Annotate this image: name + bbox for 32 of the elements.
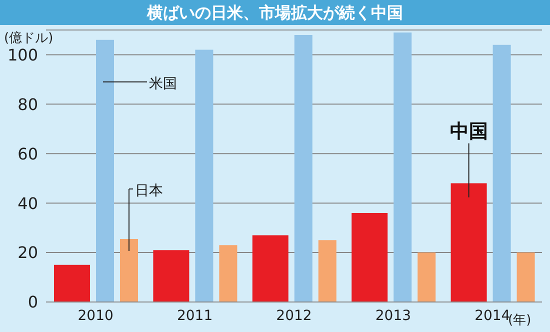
bar bbox=[352, 212, 388, 302]
y-tick-label: 100 bbox=[7, 45, 38, 64]
series-label: 米国 bbox=[149, 76, 177, 92]
chart-title: 横ばいの日米、市場拡大が続く中国 bbox=[0, 0, 550, 25]
text: 日本 bbox=[135, 182, 163, 199]
x-axis-title: (年) bbox=[508, 313, 532, 329]
bar bbox=[318, 240, 336, 302]
text: 中国 bbox=[450, 120, 488, 142]
bar bbox=[219, 245, 238, 302]
x-tick-label: 2012 bbox=[276, 308, 312, 324]
bar bbox=[153, 250, 190, 302]
bar bbox=[394, 32, 412, 302]
bar bbox=[492, 44, 511, 302]
bar bbox=[252, 235, 288, 302]
bar bbox=[516, 252, 535, 302]
x-tick-label: 2011 bbox=[176, 308, 213, 324]
y-tick-label: 20 bbox=[18, 243, 38, 262]
bar bbox=[418, 252, 436, 302]
x-tick-label: 2010 bbox=[78, 308, 114, 324]
bar bbox=[96, 40, 114, 302]
y-tick-label: 60 bbox=[18, 144, 38, 164]
y-tick-label: 0 bbox=[28, 292, 38, 312]
bar bbox=[195, 50, 214, 302]
bar bbox=[294, 34, 312, 302]
bar bbox=[450, 183, 487, 302]
y-tick-label: 80 bbox=[18, 94, 38, 114]
x-tick-label: 2013 bbox=[375, 308, 412, 324]
y-tick-label: 40 bbox=[18, 194, 38, 213]
bar bbox=[54, 264, 90, 302]
bar bbox=[120, 238, 138, 302]
y-axis-title: (億ドル) bbox=[4, 30, 54, 47]
x-tick-label: 2014 bbox=[474, 308, 510, 324]
